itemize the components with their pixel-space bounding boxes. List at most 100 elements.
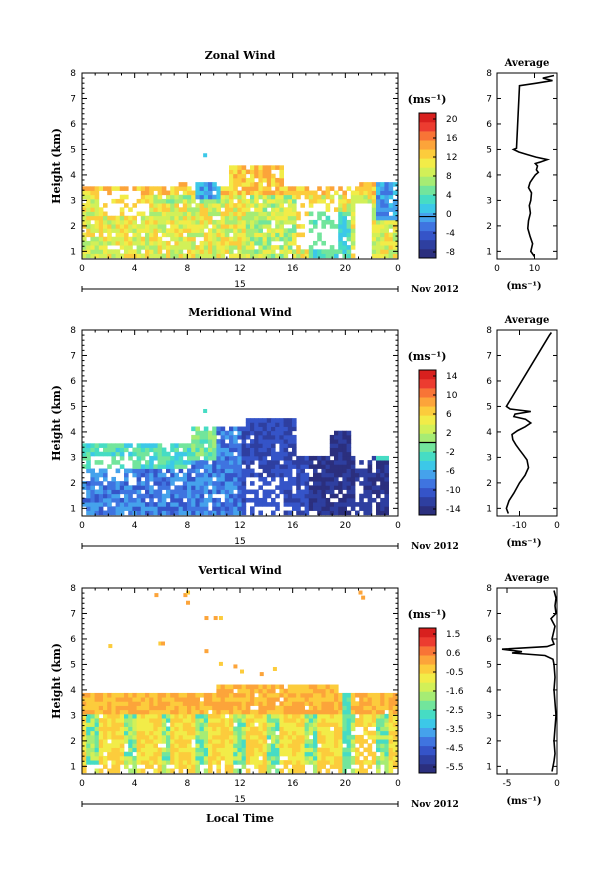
heatmap-cell [250, 701, 255, 706]
profile-x-tick-label: -5 [503, 779, 512, 789]
heatmap-cell [266, 194, 272, 200]
heatmap-cell [367, 481, 373, 486]
heatmap-cell [308, 497, 314, 503]
colorbar-swatch [419, 700, 436, 710]
heatmap-cell [237, 688, 242, 694]
heatmap-cell [342, 228, 347, 233]
heatmap-cell [157, 493, 163, 499]
heatmap-cell [367, 705, 373, 711]
heatmap-cell [111, 718, 116, 723]
heatmap-cell [140, 768, 146, 774]
heatmap-cell [216, 722, 221, 727]
heatmap-cell [346, 760, 352, 765]
heatmap-cell [82, 705, 87, 711]
heatmap-cell [392, 245, 398, 250]
heatmap-cell [325, 207, 331, 212]
heatmap-cell [329, 743, 335, 748]
heatmap-cell [287, 249, 293, 254]
heatmap-cell [325, 203, 331, 208]
heatmap-cell [262, 455, 268, 461]
heatmap-cell [174, 760, 179, 765]
heatmap-cell [292, 236, 297, 242]
heatmap-cell [229, 426, 234, 432]
heatmap-cell [254, 718, 259, 723]
heatmap-cell [250, 451, 255, 457]
heatmap-cell [128, 443, 133, 448]
heatmap-cell [140, 726, 146, 732]
heatmap-cell [212, 472, 217, 478]
heatmap-cell [296, 709, 301, 715]
heatmap-cell [304, 755, 310, 761]
heatmap-cell [224, 755, 230, 761]
heatmap-cell [300, 734, 305, 740]
heatmap-cell [317, 485, 322, 490]
heatmap-cell [275, 182, 280, 187]
heatmap-cell [224, 447, 230, 453]
heatmap-cell [338, 186, 343, 191]
heatmap-cell [287, 240, 293, 246]
heatmap-cell [86, 697, 91, 702]
heatmap-cell [166, 460, 171, 465]
heatmap-cell [384, 734, 389, 740]
heatmap-cell [111, 249, 116, 254]
heatmap-cell [287, 211, 293, 217]
heatmap-cell [384, 211, 389, 217]
heatmap-cell [212, 186, 217, 191]
heatmap-cell [208, 697, 213, 702]
heatmap-cell [203, 207, 209, 212]
heatmap-cell [313, 730, 318, 736]
heatmap-cell [119, 760, 125, 765]
heatmap-cell [216, 219, 221, 225]
heatmap-cell [237, 249, 242, 254]
heatmap-cell [355, 734, 360, 740]
heatmap-cell [342, 455, 347, 461]
heatmap-cell [170, 194, 175, 200]
heatmap-cell [111, 743, 116, 748]
heatmap-cell [380, 760, 385, 765]
heatmap-cell [346, 203, 352, 208]
heatmap-cell [128, 734, 133, 740]
heatmap-cell [237, 165, 242, 170]
heatmap-cell [329, 481, 335, 486]
heatmap-cell [245, 434, 251, 440]
heatmap-cell [140, 253, 146, 259]
heatmap-cell [271, 713, 276, 719]
heatmap-cell [203, 194, 209, 200]
heatmap-cell [94, 476, 100, 482]
heatmap-cell [392, 734, 398, 740]
colorbar-swatch [419, 469, 436, 480]
heatmap-cell [266, 709, 272, 715]
heatmap-cell [275, 755, 280, 761]
heatmap-cell [145, 502, 150, 507]
heatmap-cell [262, 253, 268, 259]
heatmap-cell [321, 224, 326, 229]
heatmap-cell [191, 460, 196, 465]
heatmap-cell [132, 739, 137, 744]
heatmap-cell [241, 485, 247, 490]
heatmap-cell [208, 730, 213, 736]
heatmap-cell [296, 497, 301, 503]
heatmap-cell [140, 485, 146, 490]
heatmap-cell [275, 439, 280, 444]
heatmap-cell [241, 684, 247, 690]
heatmap-cell [313, 743, 318, 748]
heatmap-cell [371, 739, 377, 744]
heatmap-cell [174, 692, 179, 698]
heatmap-cell [182, 207, 188, 212]
heatmap-cell [86, 726, 91, 732]
heatmap-cell [287, 481, 293, 486]
colorbar-tick-label: -10 [446, 486, 461, 496]
heatmap-cell [233, 510, 238, 516]
heatmap-cell [258, 177, 263, 183]
heatmap-cell [283, 739, 289, 744]
heatmap-cell [296, 224, 301, 229]
y-tick-label: 1 [70, 247, 76, 257]
heatmap-cell [245, 751, 251, 757]
heatmap-cell [279, 430, 284, 436]
heatmap-cell [250, 722, 255, 727]
heatmap-cell [254, 426, 259, 432]
heatmap-cell [128, 253, 133, 259]
heatmap-cell [338, 236, 343, 242]
colorbar-tick-label: -4.5 [446, 744, 464, 754]
heatmap-cell [346, 249, 352, 254]
